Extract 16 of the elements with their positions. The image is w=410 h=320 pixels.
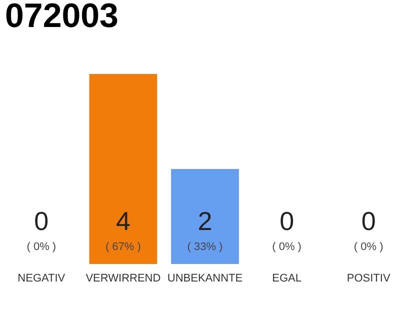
annotation: ( 33% ) <box>187 241 223 253</box>
chart-title: 072003 <box>5 0 118 35</box>
x-tick-label: POSITIV <box>346 272 391 284</box>
x-tick-label: UNBEKANNTE <box>167 272 243 284</box>
annotation: ( 0% ) <box>26 241 56 253</box>
data-label: 4 <box>116 206 130 236</box>
data-label: 0 <box>280 206 294 236</box>
data-label: 0 <box>361 206 376 236</box>
annotation: ( 0% ) <box>272 241 302 253</box>
annotation: ( 0% ) <box>354 241 384 253</box>
data-label: 0 <box>34 206 49 236</box>
x-tick-label: VERWIRREND <box>86 272 161 284</box>
x-tick-label: NEGATIV <box>18 272 66 284</box>
annotation: ( 67% ) <box>105 241 141 253</box>
data-label: 2 <box>198 206 212 236</box>
x-tick-label: EGAL <box>272 272 302 284</box>
